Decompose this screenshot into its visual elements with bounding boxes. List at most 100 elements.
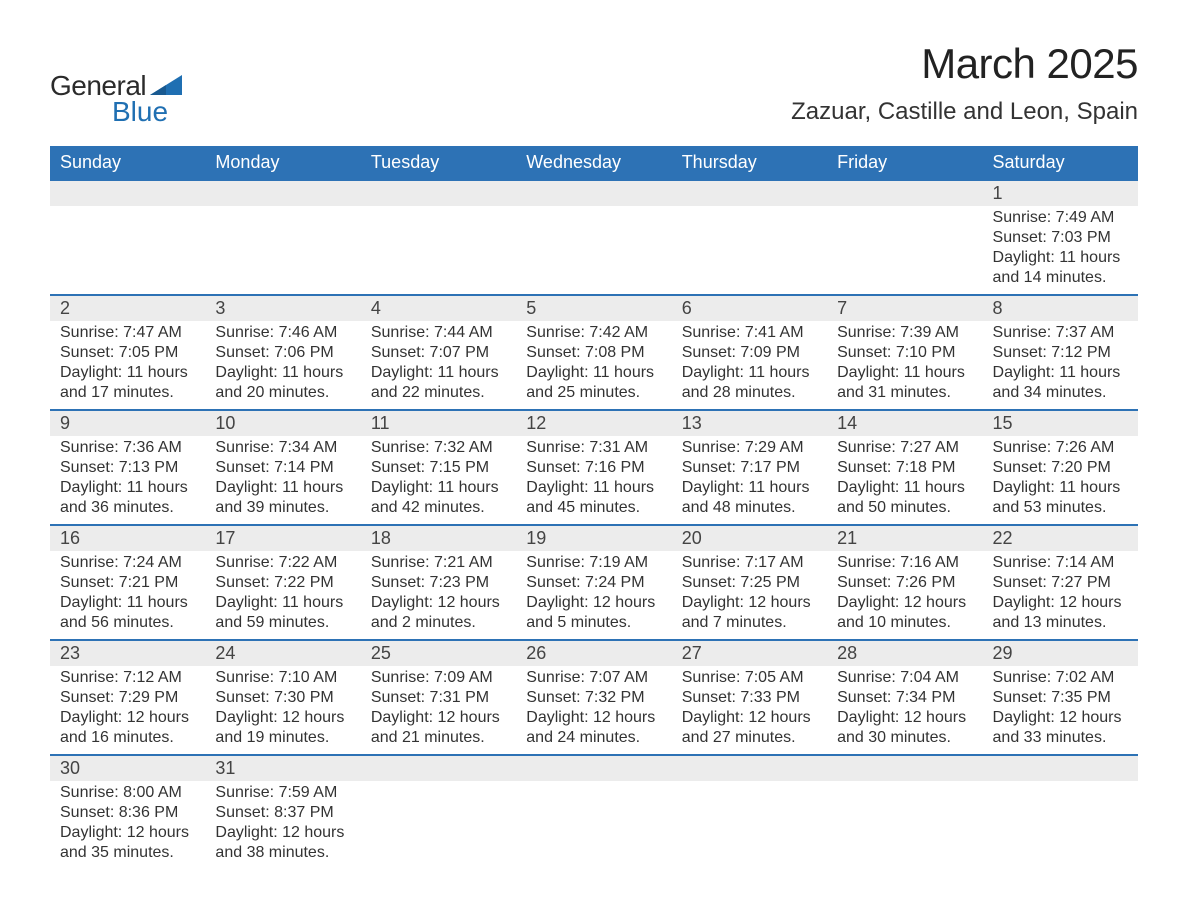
day-number-cell [50,180,205,206]
day-data-cell: Sunrise: 7:26 AMSunset: 7:20 PMDaylight:… [983,436,1138,525]
sunset-line: Sunset: 7:09 PM [682,343,817,363]
sunrise-line: Sunrise: 7:42 AM [526,323,661,343]
daylight-line: Daylight: 12 hours and 33 minutes. [993,708,1128,748]
day-number-cell: 14 [827,410,982,436]
sunrise-line: Sunrise: 7:24 AM [60,553,195,573]
day-data-cell [983,781,1138,869]
daylight-line: Daylight: 12 hours and 27 minutes. [682,708,817,748]
sunrise-line: Sunrise: 7:39 AM [837,323,972,343]
day-number-cell: 17 [205,525,360,551]
sunset-line: Sunset: 7:08 PM [526,343,661,363]
daylight-line: Daylight: 12 hours and 35 minutes. [60,823,195,863]
day-number-cell [205,180,360,206]
sunrise-line: Sunrise: 7:12 AM [60,668,195,688]
sunrise-line: Sunrise: 7:22 AM [215,553,350,573]
daylight-line: Daylight: 11 hours and 17 minutes. [60,363,195,403]
day-number-cell: 16 [50,525,205,551]
header: General Blue March 2025 Zazuar, Castille… [50,40,1138,128]
sunrise-line: Sunrise: 7:17 AM [682,553,817,573]
daylight-line: Daylight: 11 hours and 31 minutes. [837,363,972,403]
day-number-cell [983,755,1138,781]
sunrise-line: Sunrise: 7:04 AM [837,668,972,688]
daynum-row: 2345678 [50,295,1138,321]
day-number-cell: 2 [50,295,205,321]
day-number-cell: 21 [827,525,982,551]
daylight-line: Daylight: 12 hours and 5 minutes. [526,593,661,633]
day-number-cell [516,755,671,781]
day-data-cell: Sunrise: 7:39 AMSunset: 7:10 PMDaylight:… [827,321,982,410]
day-data-cell [827,206,982,295]
sunset-line: Sunset: 7:14 PM [215,458,350,478]
daylight-line: Daylight: 12 hours and 21 minutes. [371,708,506,748]
day-data-cell [361,781,516,869]
sunset-line: Sunset: 8:36 PM [60,803,195,823]
day-number-cell [672,180,827,206]
sunset-line: Sunset: 7:12 PM [993,343,1128,363]
day-data-cell: Sunrise: 7:22 AMSunset: 7:22 PMDaylight:… [205,551,360,640]
day-data-cell: Sunrise: 7:41 AMSunset: 7:09 PMDaylight:… [672,321,827,410]
day-data-cell [516,781,671,869]
day-data-cell [205,206,360,295]
daylight-line: Daylight: 11 hours and 50 minutes. [837,478,972,518]
sunrise-line: Sunrise: 7:14 AM [993,553,1128,573]
sunset-line: Sunset: 7:30 PM [215,688,350,708]
day-number-cell: 4 [361,295,516,321]
day-number-cell: 9 [50,410,205,436]
day-number-cell [672,755,827,781]
sunset-line: Sunset: 7:13 PM [60,458,195,478]
sunrise-line: Sunrise: 7:27 AM [837,438,972,458]
sunset-line: Sunset: 7:21 PM [60,573,195,593]
day-data-cell: Sunrise: 7:31 AMSunset: 7:16 PMDaylight:… [516,436,671,525]
sunset-line: Sunset: 7:17 PM [682,458,817,478]
day-data-cell: Sunrise: 7:21 AMSunset: 7:23 PMDaylight:… [361,551,516,640]
daylight-line: Daylight: 11 hours and 14 minutes. [993,248,1128,288]
day-number-cell [827,180,982,206]
day-data-cell: Sunrise: 7:27 AMSunset: 7:18 PMDaylight:… [827,436,982,525]
sunset-line: Sunset: 7:25 PM [682,573,817,593]
weekday-header: Thursday [672,146,827,180]
sunset-line: Sunset: 7:27 PM [993,573,1128,593]
weekday-header: Monday [205,146,360,180]
sunset-line: Sunset: 7:22 PM [215,573,350,593]
sunset-line: Sunset: 7:05 PM [60,343,195,363]
daylight-line: Daylight: 12 hours and 2 minutes. [371,593,506,633]
sunrise-line: Sunrise: 8:00 AM [60,783,195,803]
day-number-cell: 25 [361,640,516,666]
sunrise-line: Sunrise: 7:10 AM [215,668,350,688]
sunrise-line: Sunrise: 7:21 AM [371,553,506,573]
day-data-cell: Sunrise: 7:12 AMSunset: 7:29 PMDaylight:… [50,666,205,755]
sunset-line: Sunset: 7:34 PM [837,688,972,708]
location: Zazuar, Castille and Leon, Spain [791,98,1138,126]
day-number-cell: 11 [361,410,516,436]
day-data-cell: Sunrise: 7:37 AMSunset: 7:12 PMDaylight:… [983,321,1138,410]
daylight-line: Daylight: 11 hours and 59 minutes. [215,593,350,633]
day-number-cell: 23 [50,640,205,666]
daylight-line: Daylight: 11 hours and 22 minutes. [371,363,506,403]
day-number-cell: 13 [672,410,827,436]
logo: General Blue [50,70,182,128]
day-data-cell [672,781,827,869]
sunrise-line: Sunrise: 7:49 AM [993,208,1128,228]
day-number-cell: 3 [205,295,360,321]
weekday-header: Sunday [50,146,205,180]
day-number-cell [361,180,516,206]
sunrise-line: Sunrise: 7:26 AM [993,438,1128,458]
day-data-cell: Sunrise: 7:46 AMSunset: 7:06 PMDaylight:… [205,321,360,410]
daynum-row: 9101112131415 [50,410,1138,436]
sunrise-line: Sunrise: 7:29 AM [682,438,817,458]
daynum-row: 23242526272829 [50,640,1138,666]
day-number-cell: 31 [205,755,360,781]
weekday-header: Saturday [983,146,1138,180]
data-row: Sunrise: 7:49 AMSunset: 7:03 PMDaylight:… [50,206,1138,295]
daylight-line: Daylight: 11 hours and 20 minutes. [215,363,350,403]
month-title: March 2025 [791,40,1138,88]
sunrise-line: Sunrise: 7:46 AM [215,323,350,343]
day-data-cell: Sunrise: 7:42 AMSunset: 7:08 PMDaylight:… [516,321,671,410]
day-number-cell: 7 [827,295,982,321]
day-number-cell [516,180,671,206]
daylight-line: Daylight: 12 hours and 13 minutes. [993,593,1128,633]
sunrise-line: Sunrise: 7:36 AM [60,438,195,458]
daynum-row: 16171819202122 [50,525,1138,551]
day-number-cell: 12 [516,410,671,436]
day-number-cell: 24 [205,640,360,666]
